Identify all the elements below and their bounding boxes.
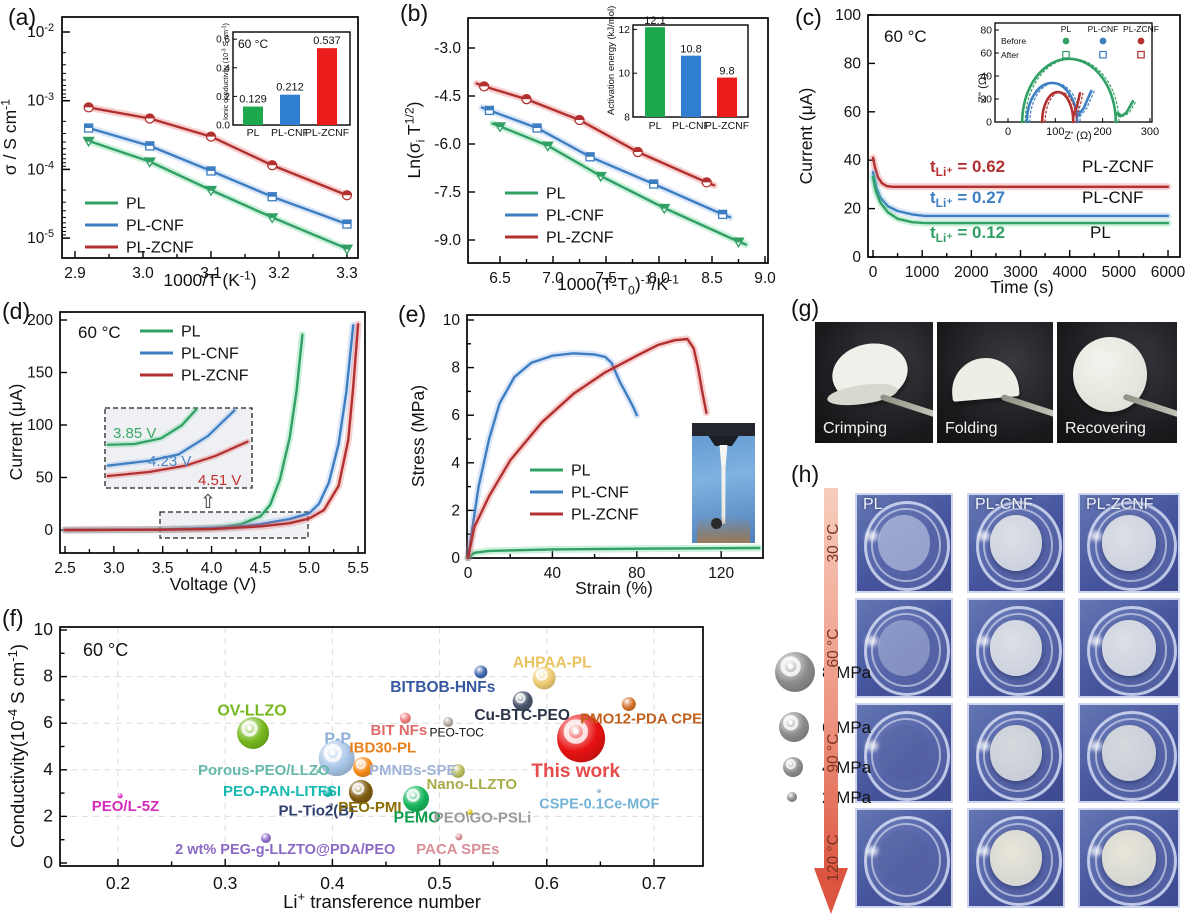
glare-icon [978, 846, 990, 857]
membrane-cream [1101, 830, 1157, 886]
photo-tensile-test [692, 423, 755, 543]
photo-h-r1c2 [967, 493, 1065, 593]
glare-icon [866, 531, 878, 542]
dish-inner [1094, 718, 1168, 792]
dish-inner [871, 508, 941, 582]
membrane-w2 [989, 725, 1043, 781]
panel-letter-b: (b) [400, 0, 429, 26]
photo-caption: Recovering [1065, 420, 1146, 437]
membrane-w [1101, 620, 1157, 676]
membrane-none [877, 830, 931, 886]
dish-inner [983, 613, 1053, 687]
panel-letter-h: (h) [791, 461, 820, 487]
tensile-top-grip [708, 436, 739, 446]
membrane-w [989, 620, 1043, 676]
photo-h-r2c3 [1078, 598, 1180, 698]
tweezers-icon [1000, 393, 1053, 419]
photo-g-folding: Folding [937, 322, 1053, 443]
photo-h-r3c2 [967, 703, 1065, 803]
panel-letter-c: (c) [795, 4, 822, 30]
dish-inner [871, 823, 941, 897]
photo-h-r2c1 [855, 598, 953, 698]
tensile-top-clamp [692, 423, 755, 436]
glare-icon [978, 636, 990, 647]
membrane-t1 [877, 515, 931, 571]
photo-h-r4c1 [855, 808, 953, 908]
glare-icon [978, 531, 990, 542]
glare-icon [978, 741, 990, 752]
panel-letter-f: (f) [2, 605, 24, 631]
tweezers-icon [1122, 393, 1177, 419]
dish-inner [983, 823, 1053, 897]
dish-inner [983, 718, 1053, 792]
dish-inner [871, 718, 941, 792]
tensile-knob [710, 517, 722, 529]
photo-h-r3c3 [1078, 703, 1180, 803]
h-column-label: PL-CNF [975, 496, 1033, 513]
tensile-specimen [719, 444, 728, 524]
panel-letter-a: (a) [8, 4, 37, 30]
dish-inner [871, 613, 941, 687]
dish-inner [1094, 613, 1168, 687]
h-column-label: PL [863, 496, 883, 513]
photo-g-recovering: Recovering [1057, 322, 1177, 443]
glare-icon [1089, 846, 1102, 857]
glare-icon [866, 741, 878, 752]
photo-g-crimping: Crimping [815, 322, 933, 443]
membrane-none [877, 725, 931, 781]
membrane-w [989, 515, 1043, 571]
dish-inner [1094, 823, 1168, 897]
tweezers-icon [879, 393, 933, 419]
h-column-label: PL-ZCNF [1086, 496, 1154, 513]
glare-icon [866, 636, 878, 647]
panel-letter-e: (e) [398, 301, 427, 327]
photo-h-r1c3 [1078, 493, 1180, 593]
photo-caption: Crimping [823, 420, 888, 437]
membrane-cream [989, 830, 1043, 886]
membrane-w2 [1101, 725, 1157, 781]
panel-letter-g: (g) [791, 295, 820, 321]
photo-h-r4c3 [1078, 808, 1180, 908]
dish-inner [1094, 508, 1168, 582]
photo-h-r1c1 [855, 493, 953, 593]
dish-inner [983, 508, 1053, 582]
photo-h-r2c2 [967, 598, 1065, 698]
panel-letter-d: (d) [2, 298, 31, 324]
photo-h-r4c2 [967, 808, 1065, 908]
membrane-t2 [877, 620, 931, 676]
photo-caption: Folding [945, 420, 998, 437]
glare-icon [1089, 531, 1102, 542]
glare-icon [1089, 636, 1102, 647]
membrane-w [1101, 515, 1157, 571]
glare-icon [866, 846, 878, 857]
tensile-bottom-grip [697, 516, 750, 543]
glare-icon [1089, 741, 1102, 752]
photo-h-r3c1 [855, 703, 953, 803]
